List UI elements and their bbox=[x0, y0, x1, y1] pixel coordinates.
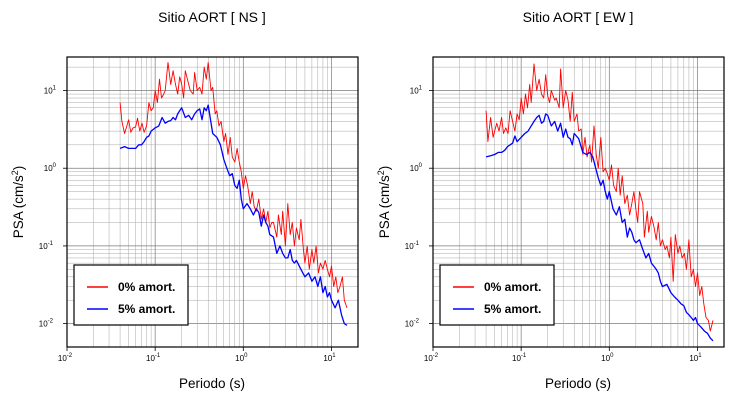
legend-label: 5% amort. bbox=[118, 302, 175, 316]
y-tick-label: 100 bbox=[44, 163, 57, 173]
y-tick-label: 100 bbox=[410, 163, 423, 173]
chart-title: Sitio AORT [ EW ] bbox=[523, 9, 634, 25]
series-line bbox=[119, 104, 348, 326]
x-tick-label: 100 bbox=[601, 353, 614, 363]
legend-label: 0% amort. bbox=[484, 280, 541, 294]
y-tick-label: 10-1 bbox=[39, 241, 54, 251]
series-line bbox=[485, 63, 714, 332]
x-axis-label: Periodo (s) bbox=[545, 376, 611, 391]
y-tick-label: 10-2 bbox=[39, 319, 54, 329]
series-line bbox=[119, 61, 348, 308]
y-tick-label: 101 bbox=[410, 86, 423, 96]
x-tick-label: 10-2 bbox=[424, 353, 439, 363]
x-tick-label: 101 bbox=[323, 353, 336, 363]
x-tick-label: 10-2 bbox=[58, 353, 73, 363]
chart-title: Sitio AORT [ NS ] bbox=[158, 9, 266, 25]
x-tick-label: 10-1 bbox=[512, 353, 527, 363]
series-line bbox=[485, 113, 714, 342]
legend: 0% amort. 5% amort. bbox=[439, 264, 555, 326]
x-axis-label: Periodo (s) bbox=[179, 376, 245, 391]
y-tick-label: 10-2 bbox=[405, 319, 420, 329]
y-axis-label: PSA (cm/s2) bbox=[376, 166, 392, 239]
legend-label: 0% amort. bbox=[118, 280, 175, 294]
x-tick-label: 100 bbox=[235, 353, 248, 363]
legend-label: 5% amort. bbox=[484, 302, 541, 316]
chart-panel: Sitio AORT [ EW ] 10-2 10-1 100 101 10-2 10-1 1… bbox=[376, 9, 725, 391]
legend: 0% amort. 5% amort. bbox=[73, 264, 189, 326]
plot-frame bbox=[66, 56, 359, 348]
y-axis-label: PSA (cm/s2) bbox=[10, 166, 26, 239]
chart-panel: Sitio AORT [ NS ] 10-2 10-1 100 101 10-2 10-1 1… bbox=[10, 9, 359, 391]
legend-box bbox=[73, 264, 189, 326]
x-tick-label: 101 bbox=[689, 353, 702, 363]
y-tick-label: 101 bbox=[44, 86, 57, 96]
x-tick-label: 10-1 bbox=[146, 353, 161, 363]
y-tick-label: 10-1 bbox=[405, 241, 420, 251]
legend-box bbox=[439, 264, 555, 326]
plot-frame bbox=[432, 56, 725, 348]
